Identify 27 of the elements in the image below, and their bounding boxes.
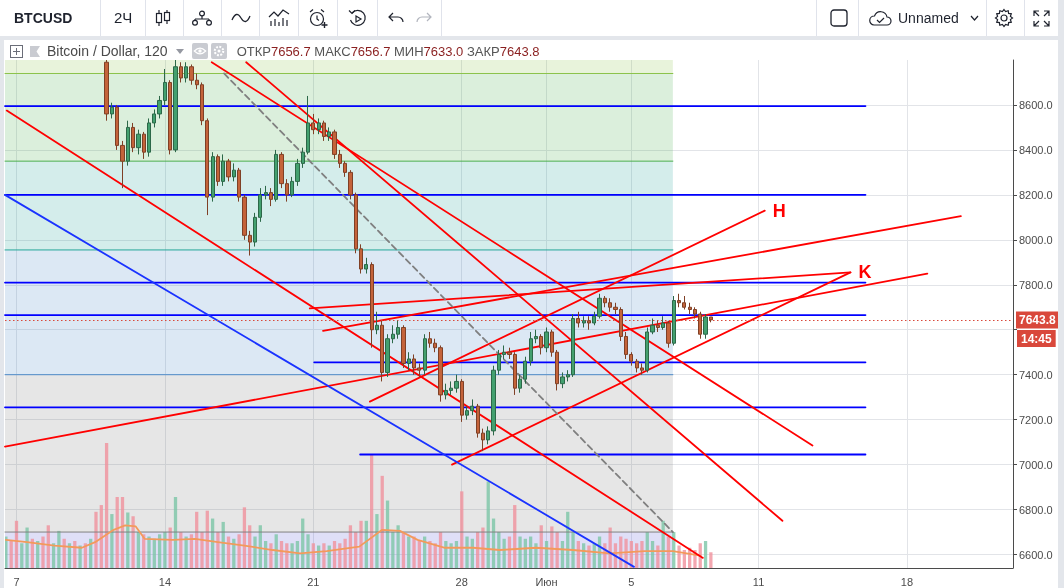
y-tick-label: 7400.0 [1019, 368, 1053, 381]
x-tick-label: 28 [455, 575, 468, 588]
annotation: H [772, 200, 786, 221]
y-tick-label: 6800.0 [1019, 503, 1053, 516]
x-tick-label: 21 [307, 575, 320, 588]
ref-line-label: 7643.8 [1019, 312, 1057, 327]
text: BTCUSD [14, 10, 73, 26]
y-tick-label: 7000.0 [1019, 458, 1053, 471]
y-tick-label: 8200.0 [1019, 188, 1053, 201]
x-tick-label: 5 [628, 575, 635, 588]
annotation: K [858, 262, 872, 283]
x-tick-label: 7 [13, 575, 20, 588]
text: 2Ч [114, 9, 133, 26]
chart-subtitle: ОТКР7656.7 МАКС7656.7 МИН7633.0 ЗАКР7643.8 [236, 43, 540, 59]
y-tick-label: 8000.0 [1019, 233, 1053, 246]
y-tick-label: 7800.0 [1019, 278, 1053, 291]
x-tick-label: 18 [900, 575, 914, 588]
x-tick-label: 14 [158, 575, 172, 588]
text: Unnamed [898, 10, 959, 26]
x-tick-label: 11 [752, 575, 765, 588]
text: 14:45 [1021, 331, 1053, 346]
y-tick-label: 6600.0 [1019, 548, 1053, 561]
y-tick-label: 8400.0 [1019, 143, 1053, 156]
x-tick-label: Июн [535, 575, 558, 588]
y-tick-label: 8600.0 [1019, 98, 1053, 111]
chart-title: Bitcoin / Dollar, 120 [47, 43, 168, 59]
y-tick-label: 7200.0 [1019, 413, 1053, 426]
